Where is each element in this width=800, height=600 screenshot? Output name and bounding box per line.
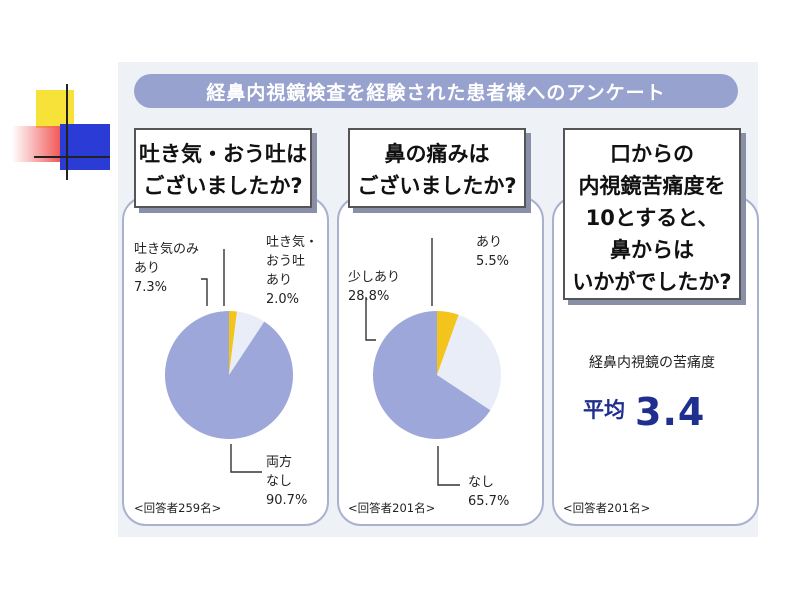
question-line: ございましたか? [357, 174, 517, 198]
slice-label-no-pain: なし 65.7% [468, 475, 510, 509]
question-line: 鼻からは [610, 238, 694, 262]
question-nausea: 吐き気・おう吐は ございましたか? [134, 128, 312, 208]
question-nose-pain: 鼻の痛みは ございましたか? [348, 128, 526, 208]
leader-line [201, 278, 208, 306]
question-line: 吐き気・おう吐は [139, 142, 307, 166]
respondents-nausea: <回答者259名> [134, 501, 222, 515]
pie-chart-nose-pain [373, 311, 501, 439]
question-pain-score: 口からの 内視鏡苦痛度を 10とすると、 鼻からは いかがでしたか? [563, 128, 741, 300]
pie-chart-nausea [165, 311, 293, 439]
question-line: 内視鏡苦痛度を [578, 174, 726, 198]
question-line: いかがでしたか? [572, 270, 732, 294]
average-label: 平均 [583, 398, 625, 422]
decor-blue-square [60, 124, 110, 170]
question-line: 鼻の痛みは [384, 142, 490, 166]
respondents-pain-score: <回答者201名> [563, 501, 651, 515]
pie-slice [437, 314, 501, 411]
slice-label-nausea-and-vomiting: 吐き気・ おう吐 あり 2.0% [266, 235, 319, 307]
pie-slice [437, 311, 459, 375]
pie-slice [229, 311, 265, 375]
pie-slice [373, 311, 491, 439]
slice-label-slight-pain: 少しあり 28.8% [348, 270, 401, 304]
slice-label-nausea-only: 吐き気のみ あり 7.3% [134, 242, 200, 295]
pain-score-title: 経鼻内視鏡の苦痛度 [589, 355, 715, 371]
question-line: 10とすると、 [585, 206, 719, 230]
survey-title-banner: 経鼻内視鏡検査を経験された患者様へのアンケート [134, 74, 738, 108]
leader-line [365, 297, 376, 341]
question-line: ございましたか? [143, 174, 303, 198]
average-value: 3.4 [635, 390, 706, 434]
slice-label-neither: 両方 なし 90.7% [266, 455, 308, 508]
pie-slice [165, 311, 293, 439]
pie-slice [229, 311, 238, 375]
leader-line [230, 444, 262, 473]
leader-line [437, 446, 460, 486]
slice-label-pain: あり 5.5% [476, 235, 510, 269]
respondents-nose-pain: <回答者201名> [348, 501, 436, 515]
decor-horizontal-line [34, 156, 110, 158]
average-score: 平均 3.4 [583, 390, 705, 434]
question-line: 口からの [610, 142, 694, 166]
decor-vertical-line [66, 84, 68, 180]
